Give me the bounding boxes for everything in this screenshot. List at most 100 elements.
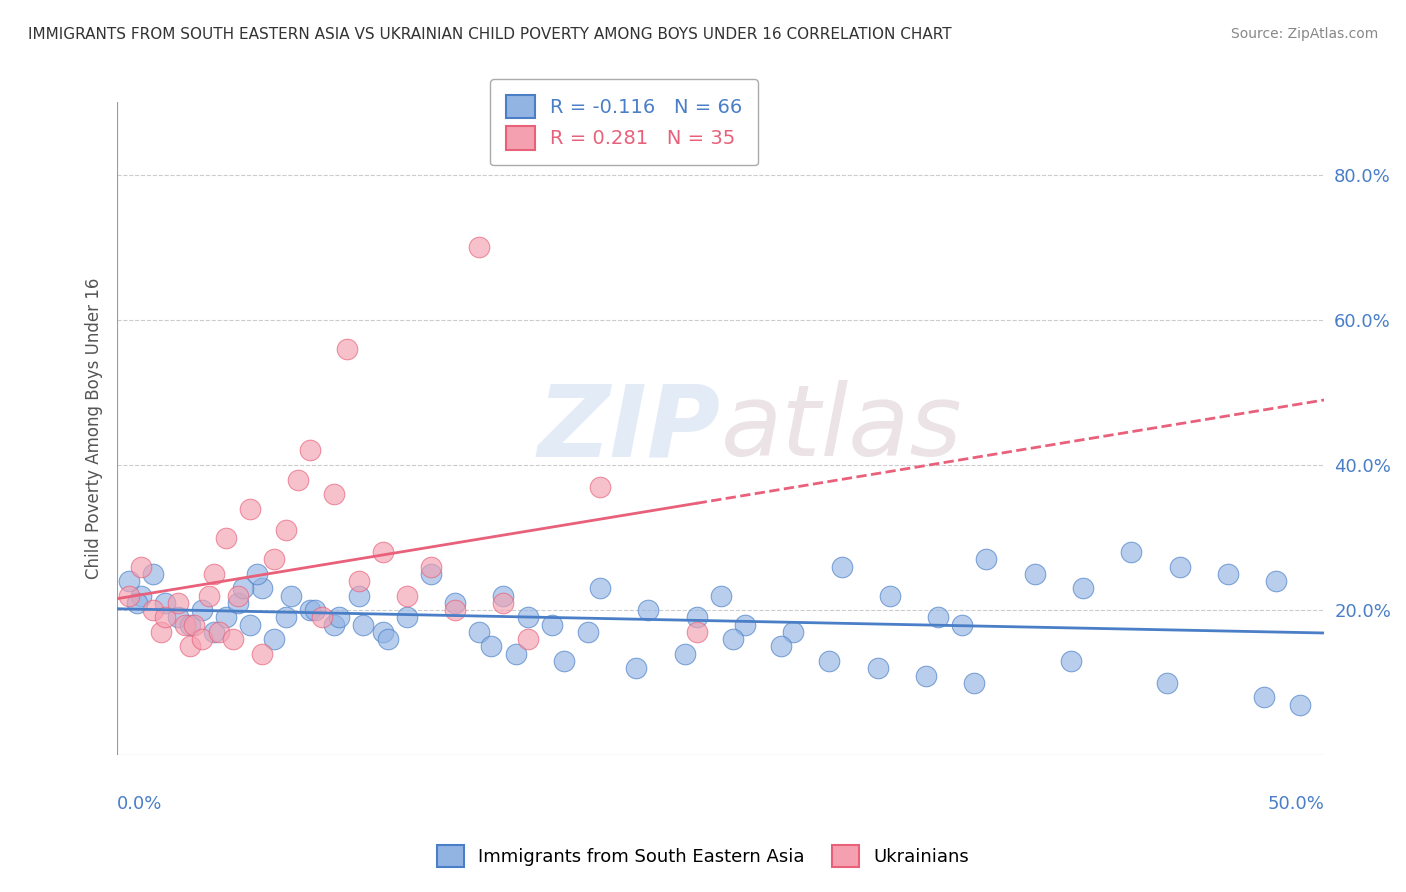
Point <box>222 632 245 647</box>
Point <box>377 632 399 647</box>
Point <box>1253 690 1275 705</box>
Point <box>198 589 221 603</box>
Point <box>492 596 515 610</box>
Point <box>323 487 346 501</box>
Point <box>280 589 302 603</box>
Point <box>347 574 370 589</box>
Point <box>1121 545 1143 559</box>
Point <box>173 617 195 632</box>
Point <box>976 552 998 566</box>
Point <box>263 632 285 647</box>
Point <box>142 566 165 581</box>
Point <box>1289 698 1312 712</box>
Point <box>371 545 394 559</box>
Point <box>118 574 141 589</box>
Point <box>963 675 986 690</box>
Point <box>879 589 901 603</box>
Text: Source: ZipAtlas.com: Source: ZipAtlas.com <box>1230 27 1378 41</box>
Legend: R = -0.116   N = 66, R = 0.281   N = 35: R = -0.116 N = 66, R = 0.281 N = 35 <box>491 79 758 165</box>
Point <box>215 531 238 545</box>
Point <box>353 617 375 632</box>
Point <box>215 610 238 624</box>
Point <box>155 610 177 624</box>
Point <box>516 610 538 624</box>
Point <box>710 589 733 603</box>
Point <box>1216 566 1239 581</box>
Point <box>444 603 467 617</box>
Point <box>263 552 285 566</box>
Point <box>183 617 205 632</box>
Point <box>673 647 696 661</box>
Point <box>304 603 326 617</box>
Point <box>166 596 188 610</box>
Point <box>276 610 298 624</box>
Point <box>202 624 225 639</box>
Point <box>202 566 225 581</box>
Point <box>149 624 172 639</box>
Point <box>250 582 273 596</box>
Point <box>831 559 853 574</box>
Point <box>226 589 249 603</box>
Point <box>323 617 346 632</box>
Point <box>276 524 298 538</box>
Text: IMMIGRANTS FROM SOUTH EASTERN ASIA VS UKRAINIAN CHILD POVERTY AMONG BOYS UNDER 1: IMMIGRANTS FROM SOUTH EASTERN ASIA VS UK… <box>28 27 952 42</box>
Text: 50.0%: 50.0% <box>1268 795 1324 813</box>
Point <box>232 582 254 596</box>
Point <box>335 342 357 356</box>
Point <box>481 640 503 654</box>
Point <box>347 589 370 603</box>
Point <box>721 632 744 647</box>
Point <box>505 647 527 661</box>
Point <box>1071 582 1094 596</box>
Point <box>468 624 491 639</box>
Text: ZIP: ZIP <box>538 380 721 477</box>
Point <box>866 661 889 675</box>
Point <box>770 640 793 654</box>
Point <box>299 443 322 458</box>
Point <box>287 473 309 487</box>
Point <box>1168 559 1191 574</box>
Legend: Immigrants from South Eastern Asia, Ukrainians: Immigrants from South Eastern Asia, Ukra… <box>430 838 976 874</box>
Point <box>540 617 562 632</box>
Point <box>782 624 804 639</box>
Point <box>553 654 575 668</box>
Point <box>915 668 938 682</box>
Point <box>395 610 418 624</box>
Point <box>190 632 212 647</box>
Point <box>299 603 322 617</box>
Point <box>685 624 707 639</box>
Point <box>179 617 201 632</box>
Point <box>131 559 153 574</box>
Text: 0.0%: 0.0% <box>117 795 163 813</box>
Point <box>1156 675 1178 690</box>
Point <box>589 480 612 494</box>
Point <box>576 624 599 639</box>
Point <box>420 559 443 574</box>
Point <box>1265 574 1288 589</box>
Point <box>420 566 443 581</box>
Point <box>118 589 141 603</box>
Text: atlas: atlas <box>721 380 963 477</box>
Point <box>142 603 165 617</box>
Point <box>685 610 707 624</box>
Point <box>239 501 262 516</box>
Point <box>166 610 188 624</box>
Point <box>626 661 648 675</box>
Point <box>226 596 249 610</box>
Y-axis label: Child Poverty Among Boys Under 16: Child Poverty Among Boys Under 16 <box>86 278 103 580</box>
Point <box>1060 654 1083 668</box>
Point <box>516 632 538 647</box>
Point <box>371 624 394 639</box>
Point <box>444 596 467 610</box>
Point <box>328 610 350 624</box>
Point <box>131 589 153 603</box>
Point <box>637 603 659 617</box>
Point <box>734 617 756 632</box>
Point <box>250 647 273 661</box>
Point <box>239 617 262 632</box>
Point <box>818 654 841 668</box>
Point <box>246 566 269 581</box>
Point <box>207 624 229 639</box>
Point <box>179 640 201 654</box>
Point <box>311 610 333 624</box>
